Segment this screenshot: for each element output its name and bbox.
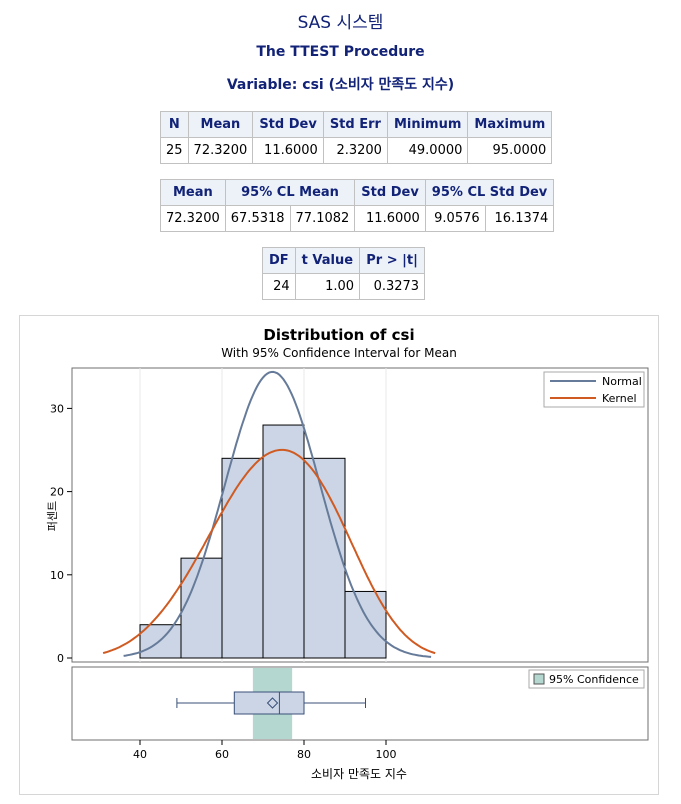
- col-mean: Mean: [187, 111, 254, 138]
- cell-maximum: 95.0000: [467, 137, 553, 164]
- y-tick-label: 20: [50, 486, 64, 499]
- col-pr-t: Pr > |t|: [359, 247, 426, 274]
- y-axis-label: 퍼센트: [46, 501, 59, 531]
- distribution-chart: Distribution of csi With 95% Confidence …: [46, 326, 649, 781]
- table-header-row: N Mean Std Dev Std Err Minimum Maximum: [160, 111, 553, 138]
- graph-frame: Distribution of csi With 95% Confidence …: [19, 315, 659, 795]
- y-tick-label: 30: [50, 402, 64, 415]
- cell-std-dev: 11.6000: [354, 205, 426, 232]
- normal-curve: [123, 370, 432, 658]
- confidence-limits-table: Mean 95% CL Mean Std Dev 95% CL Std Dev …: [160, 179, 555, 232]
- x-tick-label: 60: [215, 748, 229, 761]
- legend-ci-box: [528, 669, 645, 689]
- procedure-title: The TTEST Procedure: [256, 44, 425, 60]
- histogram-bar: [262, 424, 305, 659]
- col-minimum: Minimum: [386, 111, 469, 138]
- system-title: SAS 시스템: [297, 13, 384, 33]
- x-tick-label: 40: [133, 748, 147, 761]
- table-header-row: DF t Value Pr > |t|: [262, 247, 426, 274]
- cell-cl-std-upper: 16.1374: [484, 205, 555, 232]
- col-mean: Mean: [160, 179, 226, 206]
- x-tick-label: 80: [297, 748, 311, 761]
- x-tick-label: 100: [376, 748, 397, 761]
- cell-t-value: 1.00: [294, 273, 361, 300]
- histogram-bar: [344, 590, 387, 659]
- legend-ci-label: 95% Confidence: [549, 673, 639, 686]
- cell-pr-t: 0.3273: [359, 273, 426, 300]
- col-maximum: Maximum: [467, 111, 553, 138]
- histogram-bar: [303, 457, 346, 659]
- legend-ci-swatch: [533, 673, 545, 685]
- x-axis-label: 소비자 만족도 지수: [311, 767, 407, 781]
- cell-std-dev: 11.6000: [252, 137, 324, 164]
- summary-stats-table: N Mean Std Dev Std Err Minimum Maximum 2…: [160, 111, 553, 164]
- col-std-dev: Std Dev: [354, 179, 426, 206]
- t-test-table: DF t Value Pr > |t| 24 1.00 0.3273: [262, 247, 426, 300]
- cell-cl-mean-upper: 77.1082: [289, 205, 356, 232]
- table-row: 24 1.00 0.3273: [262, 273, 426, 300]
- cell-mean: 72.3200: [187, 137, 254, 164]
- table-row: 25 72.3200 11.6000 2.3200 49.0000 95.000…: [160, 137, 553, 164]
- cell-minimum: 49.0000: [386, 137, 469, 164]
- kernel-curve: [102, 448, 436, 655]
- col-cl-std-dev: 95% CL Std Dev: [424, 179, 555, 206]
- variable-title: Variable: csi (소비자 만족도 지수): [226, 77, 455, 93]
- mean-marker: [266, 697, 279, 709]
- col-cl-mean: 95% CL Mean: [224, 179, 356, 206]
- cell-mean: 72.3200: [160, 205, 226, 232]
- legend-kernel-label: Kernel: [602, 392, 637, 405]
- cell-n: 25: [160, 137, 189, 164]
- chart-title: Distribution of csi: [263, 326, 414, 344]
- table-header-row: Mean 95% CL Mean Std Dev 95% CL Std Dev: [160, 179, 555, 206]
- legend-normal-label: Normal: [602, 375, 642, 388]
- box-iqr: [233, 691, 305, 715]
- cell-std-err: 2.3200: [322, 137, 388, 164]
- histogram-bar: [221, 457, 264, 659]
- col-df: DF: [262, 247, 296, 274]
- cell-df: 24: [262, 273, 296, 300]
- col-n: N: [160, 111, 189, 138]
- legend-box: [543, 371, 645, 408]
- col-std-dev: Std Dev: [252, 111, 324, 138]
- col-t-value: t Value: [294, 247, 361, 274]
- cell-cl-std-lower: 9.0576: [424, 205, 486, 232]
- col-std-err: Std Err: [322, 111, 388, 138]
- chart-subtitle: With 95% Confidence Interval for Mean: [221, 346, 457, 360]
- table-row: 72.3200 67.5318 77.1082 11.6000 9.0576 1…: [160, 205, 555, 232]
- y-tick-label: 0: [57, 652, 64, 665]
- cell-cl-mean-lower: 67.5318: [224, 205, 291, 232]
- y-tick-label: 10: [50, 569, 64, 582]
